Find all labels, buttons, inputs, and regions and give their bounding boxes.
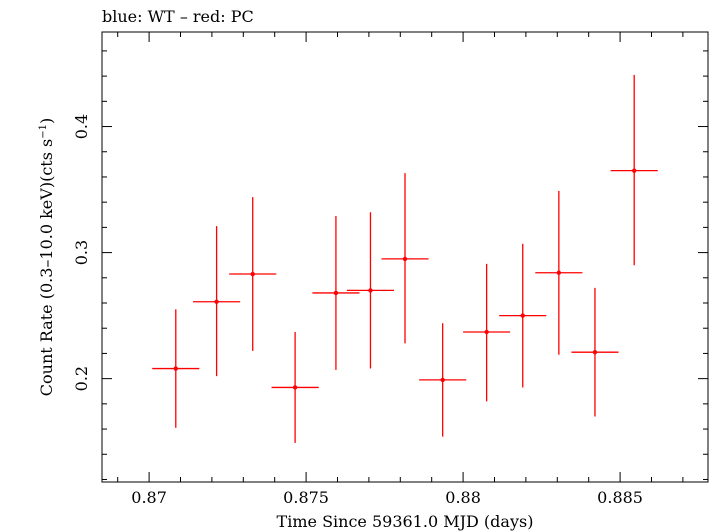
- y-axis-label-close: ): [37, 118, 56, 124]
- data-point: [571, 287, 619, 417]
- data-marker: [520, 313, 525, 318]
- data-point: [193, 226, 241, 377]
- data-point: [346, 212, 395, 369]
- data-point: [152, 309, 200, 428]
- x-axis-label: Time Since 59361.0 MJD (days): [277, 512, 534, 531]
- data-point: [381, 173, 429, 344]
- x-tick-label: 0.88: [445, 488, 481, 507]
- data-marker: [484, 329, 489, 335]
- plot-frame: [101, 31, 709, 483]
- data-marker: [368, 288, 373, 293]
- data-point: [610, 74, 658, 266]
- data-marker: [292, 385, 298, 390]
- data-point: [312, 216, 360, 370]
- data-marker: [632, 168, 637, 173]
- data-marker: [592, 349, 598, 355]
- data-marker: [556, 270, 562, 275]
- x-tick-label: 0.87: [131, 488, 167, 507]
- y-tick-label: 0.3: [72, 240, 91, 265]
- data-point: [419, 323, 467, 437]
- y-axis-label: Count Rate (0.3–10.0 keV)(cts s−1): [37, 118, 56, 396]
- data-marker: [250, 271, 255, 277]
- data-marker: [333, 290, 339, 296]
- data-marker: [440, 377, 445, 383]
- y-axis-label-superscript: −1: [38, 124, 49, 139]
- y-axis-label-main: Count Rate (0.3–10.0 keV)(cts s: [37, 139, 56, 396]
- y-tick-label: 0.2: [72, 366, 91, 391]
- y-tick-label: 0.4: [72, 114, 91, 139]
- x-tick-label: 0.885: [597, 488, 643, 507]
- x-tick-label: 0.875: [283, 488, 329, 507]
- data-point: [535, 190, 583, 355]
- data-marker: [214, 299, 219, 304]
- chart-title: blue: WT – red: PC: [102, 7, 254, 26]
- data-points: [152, 74, 658, 443]
- data-point: [463, 263, 511, 402]
- x-axis-ticks: 0.87 0.875 0.88 0.885: [117, 32, 684, 507]
- data-point: [271, 332, 319, 443]
- data-marker: [402, 256, 408, 262]
- data-point: [499, 243, 547, 388]
- data-point: [229, 197, 277, 351]
- y-axis-ticks: 0.2 0.3 0.4: [72, 50, 708, 480]
- data-marker: [173, 366, 178, 371]
